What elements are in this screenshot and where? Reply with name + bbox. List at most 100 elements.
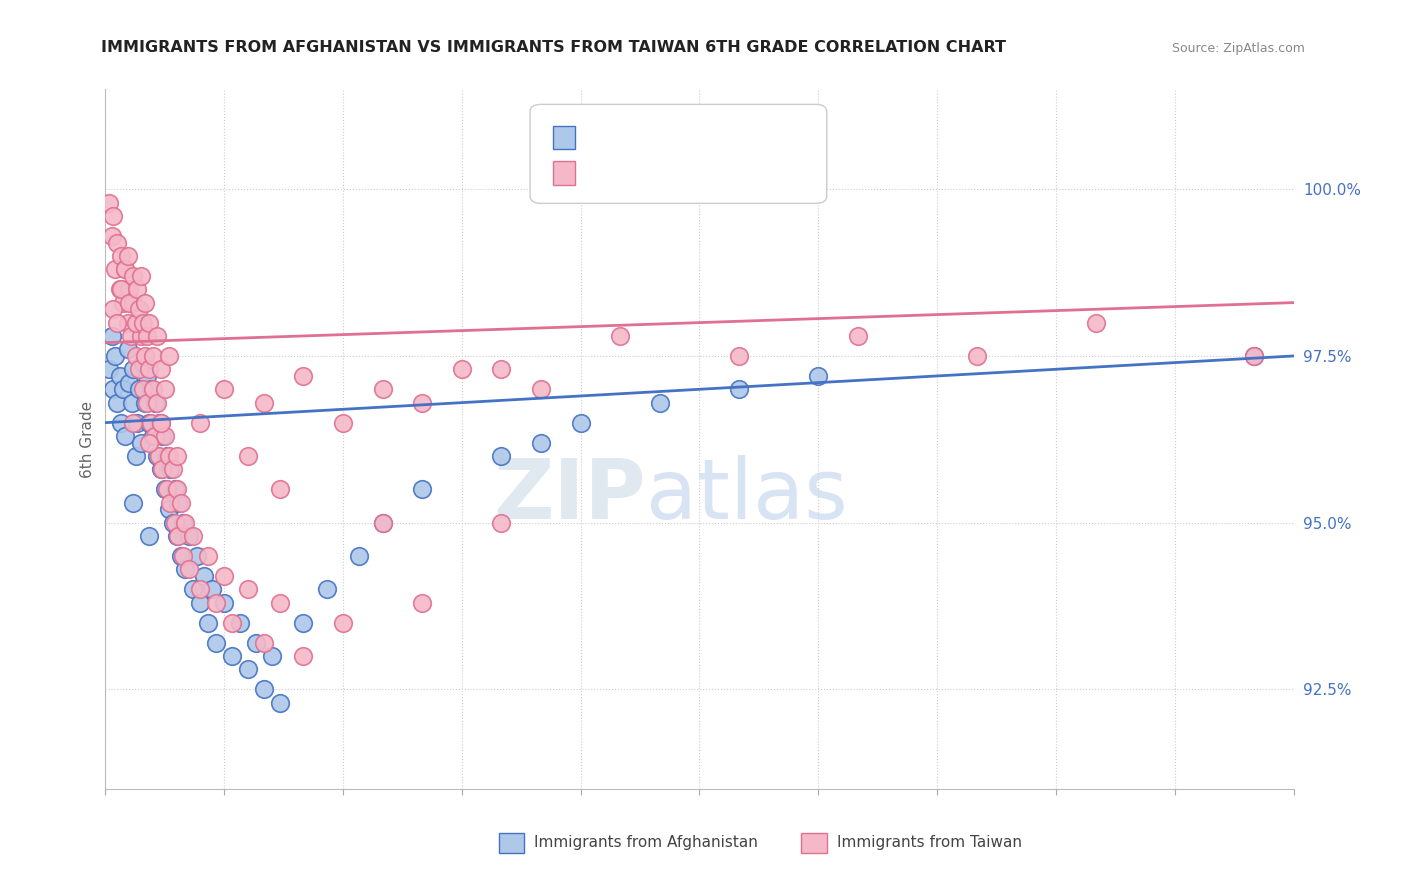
Point: [143, 429, 166, 443]
Point: [117, 316, 139, 330]
Point: [166, 529, 188, 543]
Point: [152, 429, 174, 443]
Point: [165, 483, 187, 497]
Point: [98, 195, 121, 210]
Point: [138, 435, 160, 450]
Point: [118, 282, 141, 296]
Point: [190, 416, 212, 430]
Point: [245, 636, 267, 650]
Point: [124, 449, 146, 463]
Point: [172, 549, 194, 563]
Point: [138, 416, 160, 430]
Point: [371, 516, 394, 530]
Point: [292, 368, 315, 383]
Point: [450, 362, 472, 376]
Point: [157, 349, 180, 363]
Point: [728, 349, 751, 363]
Point: [728, 382, 751, 396]
Point: [127, 282, 149, 296]
Point: [149, 462, 172, 476]
Point: [146, 395, 169, 409]
Point: [292, 648, 315, 663]
Point: [134, 349, 156, 363]
Point: [807, 368, 830, 383]
Text: R = 0.051: R = 0.051: [583, 164, 673, 182]
Point: [103, 209, 125, 223]
Point: [269, 483, 291, 497]
Point: [141, 382, 163, 396]
Point: [142, 382, 165, 396]
Point: [181, 529, 204, 543]
Point: [149, 416, 172, 430]
Point: [173, 516, 195, 530]
Point: [122, 295, 145, 310]
Point: [332, 615, 354, 630]
Point: [117, 343, 139, 357]
Text: atlas: atlas: [645, 455, 848, 536]
Point: [122, 496, 145, 510]
Point: [142, 349, 165, 363]
Point: [253, 395, 276, 409]
Point: [138, 529, 160, 543]
Point: [101, 228, 124, 243]
Text: R = 0.079: R = 0.079: [583, 128, 673, 146]
Point: [138, 362, 160, 376]
Point: [127, 416, 149, 430]
Point: [146, 449, 169, 463]
Point: [167, 496, 190, 510]
Point: [166, 449, 188, 463]
Point: [105, 235, 128, 250]
Point: [128, 302, 150, 317]
Point: [149, 362, 172, 376]
Point: [491, 516, 513, 530]
Point: [127, 316, 149, 330]
Point: [149, 416, 172, 430]
Point: [569, 416, 592, 430]
Point: [648, 395, 671, 409]
Point: [141, 416, 163, 430]
Point: [162, 516, 184, 530]
Point: [205, 596, 228, 610]
Point: [214, 569, 236, 583]
Point: [114, 429, 136, 443]
Point: [1243, 349, 1265, 363]
Point: [197, 615, 219, 630]
Point: [530, 382, 553, 396]
Point: [221, 615, 243, 630]
Point: [177, 562, 200, 576]
Point: [105, 316, 128, 330]
Point: [156, 449, 179, 463]
Point: [162, 462, 184, 476]
Point: [609, 329, 631, 343]
Point: [148, 416, 170, 430]
Text: Source: ZipAtlas.com: Source: ZipAtlas.com: [1171, 42, 1305, 55]
Point: [134, 395, 156, 409]
Point: [491, 362, 513, 376]
Point: [236, 582, 259, 597]
Point: [253, 636, 276, 650]
Point: [229, 615, 252, 630]
Point: [157, 449, 180, 463]
Point: [103, 302, 125, 317]
Point: [132, 382, 155, 396]
Point: [201, 582, 224, 597]
Point: [110, 249, 132, 263]
Point: [108, 368, 131, 383]
Point: [129, 268, 152, 283]
Point: [260, 648, 283, 663]
Point: [193, 569, 215, 583]
Point: [153, 483, 176, 497]
Point: [170, 496, 193, 510]
Point: [118, 295, 141, 310]
Point: [214, 596, 236, 610]
Text: IMMIGRANTS FROM AFGHANISTAN VS IMMIGRANTS FROM TAIWAN 6TH GRADE CORRELATION CHAR: IMMIGRANTS FROM AFGHANISTAN VS IMMIGRANT…: [101, 40, 1007, 55]
Point: [269, 596, 291, 610]
Point: [165, 516, 187, 530]
Point: [269, 696, 291, 710]
Point: [166, 483, 188, 497]
Point: [128, 362, 150, 376]
Point: [214, 382, 236, 396]
Point: [167, 529, 190, 543]
Point: [153, 429, 176, 443]
Point: [221, 648, 243, 663]
